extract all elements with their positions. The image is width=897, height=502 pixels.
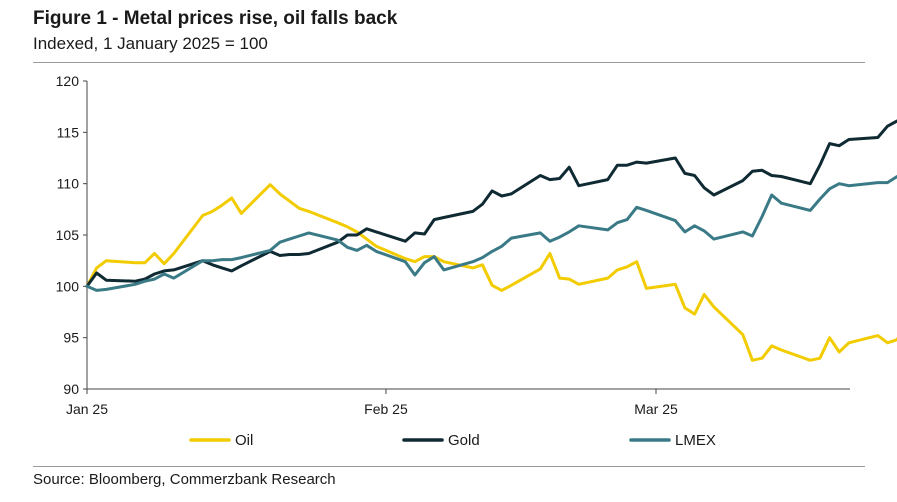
legend-label-gold: Gold xyxy=(448,432,480,449)
y-tick-label: 95 xyxy=(63,330,79,346)
x-tick-label: Jan 25 xyxy=(66,401,108,417)
series-line-lmex xyxy=(85,175,897,292)
source-note: Source: Bloomberg, Commerzbank Research xyxy=(33,471,336,488)
top-divider xyxy=(33,62,865,63)
legend-label-oil: Oil xyxy=(235,432,253,449)
x-tick-label: Mar 25 xyxy=(634,401,678,417)
y-tick-label: 105 xyxy=(56,227,80,243)
legend-label-lmex: LMEX xyxy=(675,432,716,449)
series-line-oil xyxy=(85,183,897,362)
chart-subtitle: Indexed, 1 January 2025 = 100 xyxy=(33,34,268,53)
x-tick-label: Feb 25 xyxy=(364,401,408,417)
y-tick-label: 120 xyxy=(56,73,80,89)
series-line-gold xyxy=(85,119,897,288)
y-tick-label: 110 xyxy=(57,176,80,192)
y-tick-label: 90 xyxy=(63,381,79,397)
chart-title: Figure 1 - Metal prices rise, oil falls … xyxy=(33,8,398,29)
y-tick-label: 100 xyxy=(56,278,80,294)
bottom-divider xyxy=(33,466,865,467)
y-tick-label: 115 xyxy=(57,124,80,140)
